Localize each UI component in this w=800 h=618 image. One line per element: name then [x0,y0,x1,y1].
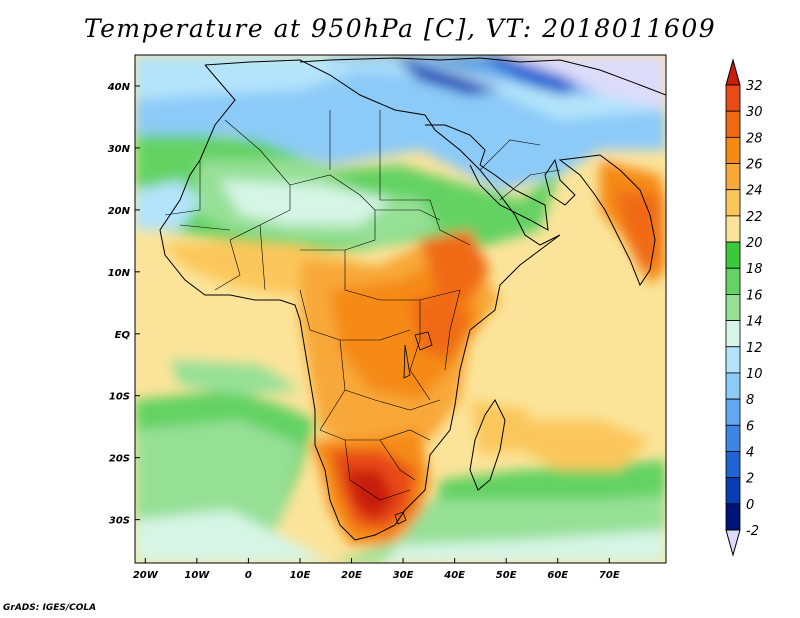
colorbar-label: 14 [746,315,763,330]
lat-tick-label: 20N [108,206,131,217]
colorbar-label: 10 [746,367,763,382]
lake-outlines [394,331,433,525]
lon-tick-label: 10E [290,570,311,581]
colorbar-label: 26 [746,158,763,173]
lat-tick-label: 30S [109,516,130,527]
colorbar-swatch [725,424,741,452]
colorbar-swatch [725,477,741,505]
colorbar-swatch [725,189,741,217]
colorbar-over-triangle [725,58,741,86]
country-borders [164,110,561,501]
colorbar-swatch [725,346,741,374]
colorbar-swatch [725,136,741,164]
latitude-axis: 40N 30N 20N 10N EQ 10S 20S 30S [107,82,140,527]
colorbar-label: 24 [746,184,763,199]
coastlines [159,57,666,541]
colorbar-swatch [725,267,741,295]
colorbar-label: 20 [746,236,763,251]
colorbar-swatch [725,84,741,112]
colorbar-label: 22 [746,210,763,225]
temperature-field [135,55,666,563]
colorbar-label: 32 [746,79,763,94]
colorbar-label: 4 [746,445,754,460]
lon-tick-label: 0 [245,570,252,581]
colorbar-label: 12 [746,341,763,356]
lon-tick-label: 30E [393,570,414,581]
lon-tick-label: 50E [496,570,517,581]
colorbar-swatch [725,163,741,191]
colorbar-label: 30 [746,105,763,120]
lon-tick-label: 60E [547,570,568,581]
colorbar-swatch [725,451,741,479]
colorbar-label: 8 [746,393,754,408]
map-frame [134,54,667,564]
colorbar-swatch [725,320,741,348]
colorbar-swatch [725,241,741,269]
colorbar-swatch [725,294,741,321]
lat-tick-label: 10S [109,392,130,403]
lon-tick-label: 70E [599,570,620,581]
colorbar-swatch [725,372,741,400]
lat-tick-label: 40N [107,82,131,93]
longitude-axis: 20W 10W 0 10E 20E 30E 40E 50E 60E 70E [133,558,620,581]
colorbar-under-triangle [725,529,741,557]
colorbar-swatch [725,398,741,426]
lon-tick-label: 20W [133,570,159,581]
colorbar-swatch [725,110,741,138]
lat-tick-label: EQ [115,330,131,341]
lon-tick-label: 10W [184,570,210,581]
colorbar-label: 16 [746,288,763,303]
colorbar-label: 28 [746,131,763,146]
colorbar-label: -2 [746,524,759,539]
colorbar-label: 6 [746,419,754,434]
colorbar-label: 18 [746,262,763,277]
lon-tick-label: 40E [443,570,465,581]
lat-tick-label: 30N [108,144,131,155]
colorbar-label: 2 [746,472,754,487]
colorbar-swatch [725,503,741,531]
chart-title: Temperature at 950hPa [C], VT: 201801160… [83,14,717,43]
lat-tick-label: 20S [109,454,130,465]
lon-tick-label: 20E [341,570,362,581]
colorbar-label: 0 [746,498,754,513]
lat-tick-label: 10N [108,268,131,279]
grads-credit: GrADS: IGES/COLA [3,603,97,613]
colorbar-swatch [725,215,741,243]
